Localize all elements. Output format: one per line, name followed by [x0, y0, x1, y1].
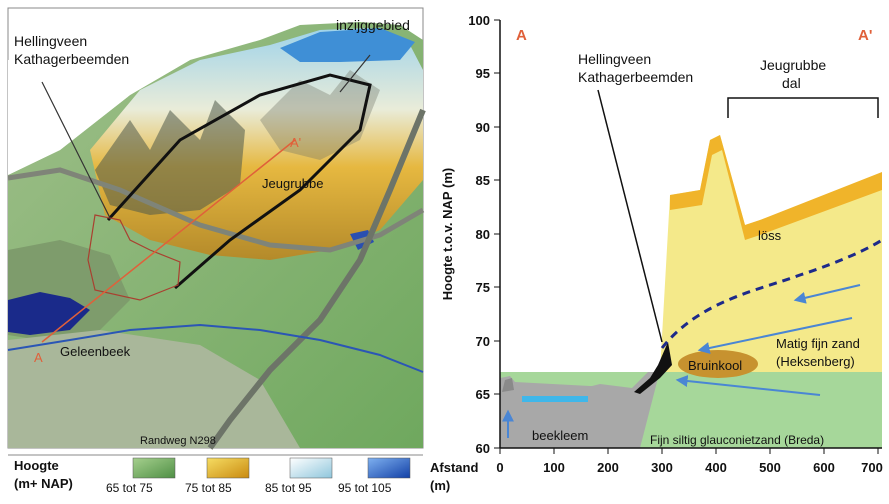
x-tick-0: 0 [496, 460, 503, 475]
x-tick-700: 700 [861, 460, 883, 475]
groundwater-line [660, 238, 883, 349]
section-label-hellingveen-2: Kathagerbeemden [578, 69, 693, 85]
cross-section: 100 95 90 85 80 75 70 65 60 Hoogte t.o.v… [430, 13, 883, 493]
section-label-matig-2: (Heksenberg) [776, 354, 855, 369]
map-label-a: A [34, 350, 43, 365]
legend-title-1: Hoogte [14, 458, 59, 473]
section-label-a-prime: A' [858, 27, 872, 44]
legend-swatch-85-95 [289, 457, 333, 479]
x-tick-300: 300 [651, 460, 673, 475]
x-axis: 0 100 200 300 400 500 600 700 [496, 448, 883, 475]
legend: Hoogte (m+ NAP) 65 tot 75 75 tot 85 85 t… [8, 454, 423, 495]
bruinkool-lens [678, 350, 758, 378]
y-tick-70: 70 [476, 334, 490, 349]
y-tick-65: 65 [476, 387, 490, 402]
map-label-inzijggebied: inzijggebied [336, 17, 410, 33]
y-tick-60: 60 [476, 441, 490, 456]
x-axis-label-1: Afstand [430, 460, 478, 475]
map-label-hellingveen-1: Hellingveen [14, 33, 87, 49]
map-label-a-prime: A' [290, 135, 301, 150]
legend-swatch-65-75 [132, 457, 176, 479]
section-label-dal: dal [782, 75, 801, 91]
y-axis-label: Hoogte t.o.v. NAP (m) [440, 168, 455, 300]
legend-label-95-105: 95 tot 105 [338, 481, 392, 495]
x-axis-label-2: (m) [430, 478, 450, 493]
y-tick-100: 100 [468, 13, 490, 28]
section-label-hellingveen-1: Hellingveen [578, 51, 651, 67]
x-tick-100: 100 [543, 460, 565, 475]
map-label-geleenbeek: Geleenbeek [60, 344, 131, 359]
map-label-randweg: Randweg N298 [140, 435, 216, 447]
y-axis: 100 95 90 85 80 75 70 65 60 [468, 13, 500, 456]
section-label-bruinkool: Bruinkool [688, 358, 742, 373]
y-tick-80: 80 [476, 227, 490, 242]
y-tick-75: 75 [476, 280, 490, 295]
water-layer [522, 396, 588, 402]
legend-swatch-95-105 [367, 457, 411, 479]
legend-label-75-85: 75 tot 85 [185, 481, 232, 495]
veen-wedge [634, 342, 672, 394]
section-label-fijn-siltig: Fijn siltig glauconietzand (Breda) [650, 433, 824, 447]
x-tick-600: 600 [813, 460, 835, 475]
y-tick-90: 90 [476, 120, 490, 135]
section-label-matig-1: Matig fijn zand [776, 336, 860, 351]
section-label-jeugrubbe: Jeugrubbe [760, 57, 826, 73]
legend-label-85-95: 85 tot 95 [265, 481, 312, 495]
section-label-loss: löss [758, 228, 782, 243]
flow-arrows [502, 284, 861, 438]
map-label-hellingveen-2: Kathagerbeemden [14, 51, 129, 67]
x-tick-400: 400 [705, 460, 727, 475]
x-tick-500: 500 [759, 460, 781, 475]
section-label-beekleem: beekleem [532, 428, 588, 443]
map-label-jeugrubbe: Jeugrubbe [262, 176, 323, 191]
legend-title-2: (m+ NAP) [14, 476, 73, 491]
y-tick-85: 85 [476, 173, 490, 188]
y-tick-95: 95 [476, 66, 490, 81]
section-label-a: A [516, 27, 527, 44]
x-tick-200: 200 [597, 460, 619, 475]
legend-label-65-75: 65 tot 75 [106, 481, 153, 495]
legend-swatch-75-85 [206, 457, 250, 479]
terrain-map: Hellingveen Kathagerbeemden inzijggebied… [7, 7, 426, 450]
